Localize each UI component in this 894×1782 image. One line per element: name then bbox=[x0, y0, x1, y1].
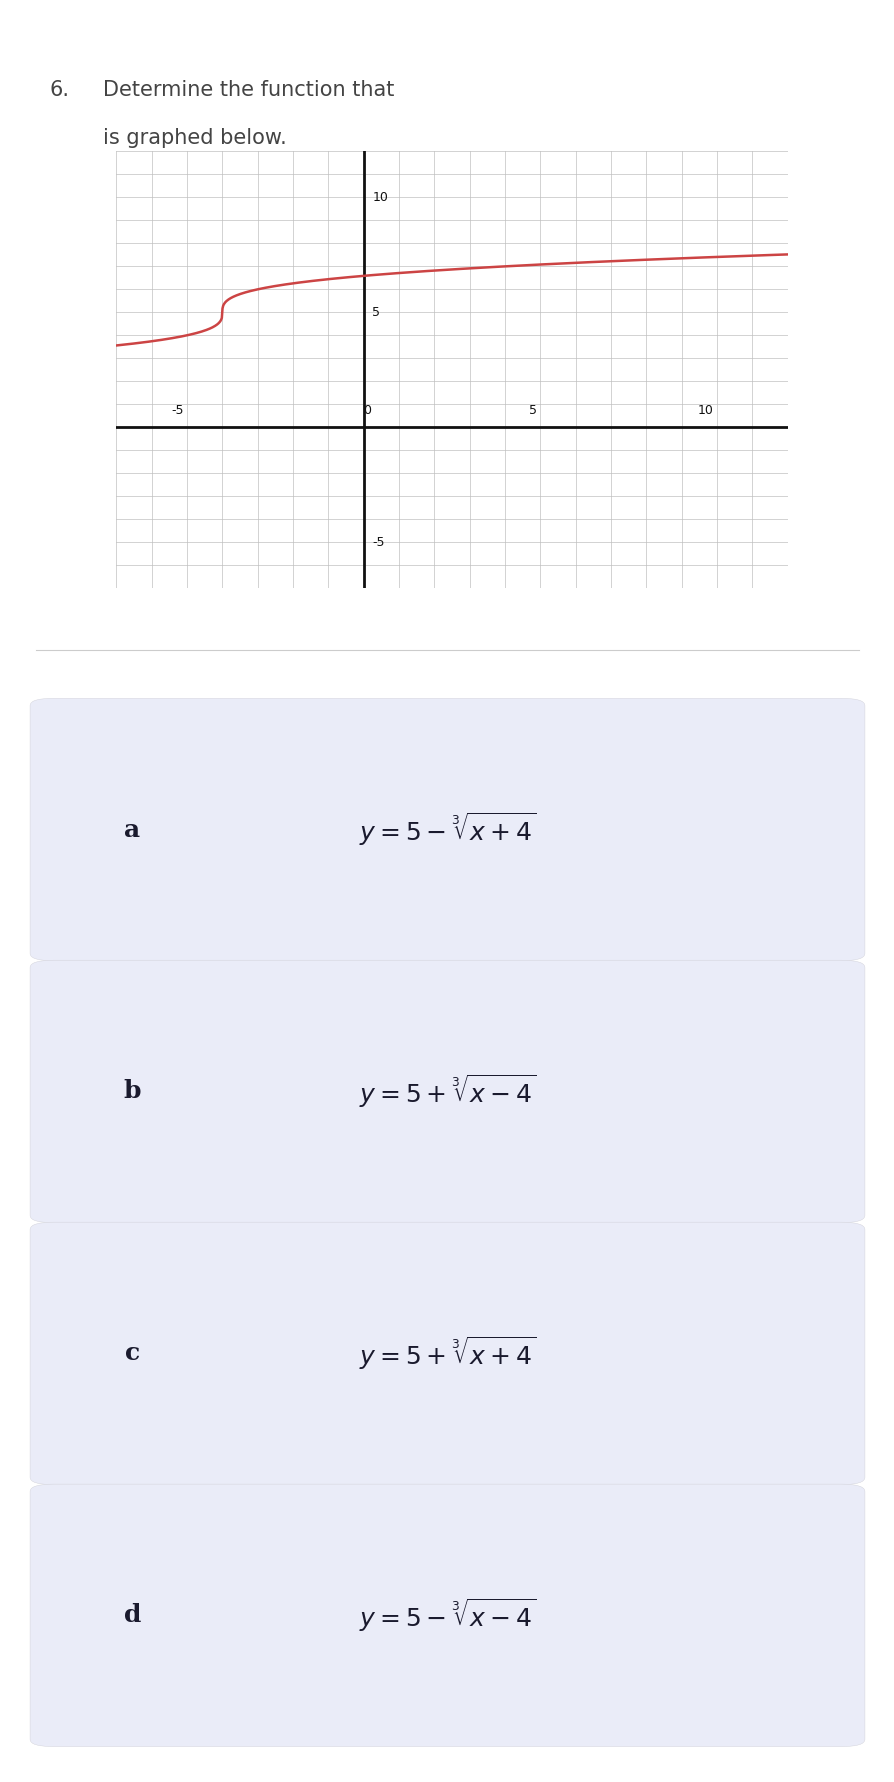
Text: $y = 5 - \sqrt[3]{x-4}$: $y = 5 - \sqrt[3]{x-4}$ bbox=[358, 1597, 536, 1634]
FancyBboxPatch shape bbox=[30, 960, 864, 1222]
Text: $y = 5 - \sqrt[3]{x+4}$: $y = 5 - \sqrt[3]{x+4}$ bbox=[358, 811, 536, 848]
Text: 10: 10 bbox=[696, 405, 713, 417]
Text: 6.: 6. bbox=[49, 80, 69, 100]
Text: 0: 0 bbox=[362, 405, 370, 417]
FancyBboxPatch shape bbox=[30, 1222, 864, 1484]
FancyBboxPatch shape bbox=[30, 699, 864, 960]
Text: -5: -5 bbox=[372, 536, 384, 549]
Text: is graphed below.: is graphed below. bbox=[103, 128, 286, 148]
Text: $y = 5 + \sqrt[3]{x+4}$: $y = 5 + \sqrt[3]{x+4}$ bbox=[358, 1335, 536, 1372]
Text: 10: 10 bbox=[372, 191, 388, 203]
Text: 5: 5 bbox=[372, 307, 380, 319]
Text: 5: 5 bbox=[528, 405, 536, 417]
Text: d: d bbox=[123, 1604, 141, 1627]
FancyBboxPatch shape bbox=[30, 1484, 864, 1746]
Text: c: c bbox=[125, 1342, 139, 1365]
Text: a: a bbox=[124, 818, 140, 841]
Text: b: b bbox=[123, 1080, 141, 1103]
Text: Determine the function that: Determine the function that bbox=[103, 80, 394, 100]
Text: $y = 5 + \sqrt[3]{x-4}$: $y = 5 + \sqrt[3]{x-4}$ bbox=[358, 1073, 536, 1110]
Text: -5: -5 bbox=[171, 405, 183, 417]
